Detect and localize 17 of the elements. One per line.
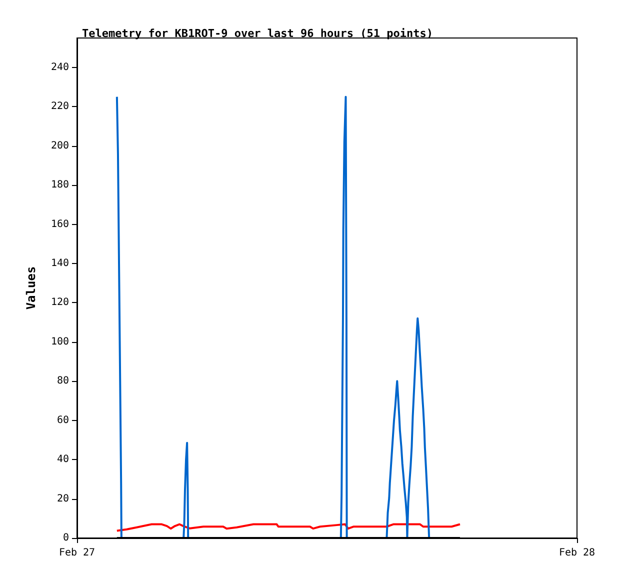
x-tick-label: Feb 28 (558, 548, 596, 558)
y-tick-label: 140 (50, 258, 69, 269)
y-tick-label: 180 (50, 180, 69, 191)
y-tick-label: 240 (50, 62, 69, 73)
y-tick-label: 20 (56, 493, 69, 504)
y-tick-label: 80 (56, 376, 69, 387)
y-tick-label: 220 (50, 101, 69, 112)
chart-title: Telemetry for KB1ROT-9 over last 96 hours (51 points) (82, 27, 433, 40)
y-tick-label: 60 (56, 414, 69, 426)
y-tick-label: 100 (50, 336, 69, 348)
y-tick-label: 40 (56, 454, 69, 466)
y-tick-label: 0 (62, 532, 69, 544)
y-axis-title: Values (24, 266, 38, 310)
y-tick-label: 160 (50, 218, 69, 230)
y-tick-label: 120 (50, 297, 69, 308)
x-tick-label: Feb 27 (58, 548, 96, 558)
y-tick-label: 200 (50, 140, 69, 152)
